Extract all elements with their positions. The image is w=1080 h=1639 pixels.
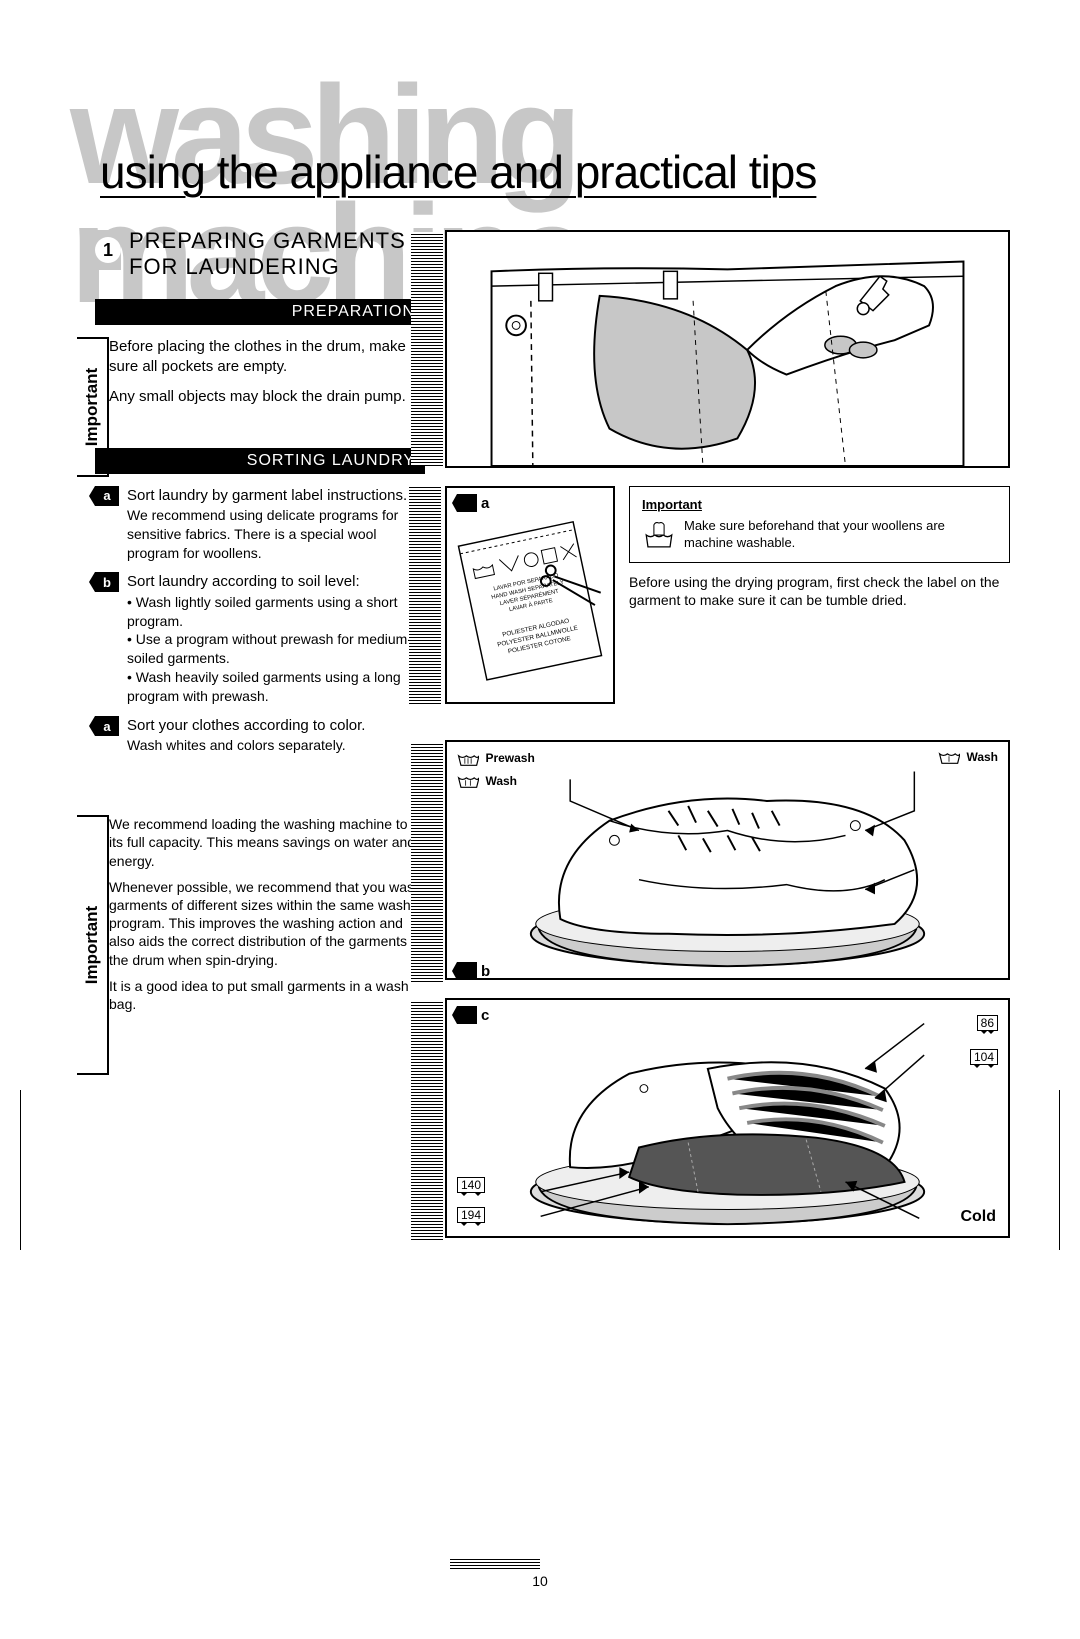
- fig-label-a: a: [481, 495, 489, 512]
- sort-sub: We recommend using delicate programs for…: [127, 506, 425, 563]
- fig-tag-c: [457, 1006, 477, 1024]
- illustration-basin-c: c 86 104 140 194 Cold: [445, 998, 1010, 1238]
- temp-140: 140: [457, 1177, 485, 1193]
- fig-label-b: b: [481, 963, 490, 980]
- manual-page: washing machine using the appliance and …: [0, 0, 1080, 1639]
- wash-label-1: Wash: [485, 774, 517, 788]
- sort-tag: b: [95, 572, 119, 592]
- cold-label: Cold: [960, 1208, 996, 1226]
- edge-mark-right: [1059, 1090, 1060, 1250]
- sort-lead: Sort laundry according to soil level:: [127, 572, 425, 592]
- sort-sub: • Wash lightly soiled garments using a s…: [127, 593, 425, 706]
- section-heading: PREPARING GARMENTS FOR LAUNDERING: [129, 228, 425, 281]
- sidepanel-header: Important: [642, 497, 997, 514]
- sort-lead: Sort laundry by garment label instructio…: [127, 486, 425, 506]
- sort-lead: Sort your clothes according to color.: [127, 716, 425, 736]
- wash-label-2: Wash: [966, 750, 998, 764]
- temp-104: 104: [970, 1049, 998, 1065]
- important2-p3: It is a good idea to put small garments …: [109, 977, 425, 1013]
- temp-86: 86: [977, 1015, 998, 1031]
- illustration-label: a: [445, 486, 615, 704]
- basin-c-svg: [447, 1000, 1008, 1236]
- important2-p2: Whenever possible, we recommend that you…: [109, 878, 425, 969]
- illustration-basin-b: Prewash Wash Wash: [445, 740, 1010, 980]
- content-area: 1 PREPARING GARMENTS FOR LAUNDERING PREP…: [95, 230, 1010, 1256]
- section-number: 1: [95, 237, 121, 263]
- sort-content: Sort laundry according to soil level:• W…: [127, 572, 425, 706]
- fig-tag-a: [457, 494, 477, 512]
- sidepanel-text: Make sure beforehand that your woollens …: [684, 518, 997, 552]
- hatch-strip-1: [411, 232, 443, 466]
- sort-item: b Sort laundry according to soil level:• …: [95, 572, 425, 706]
- important-label-2: Important: [82, 906, 102, 984]
- prep-text-1: Before placing the clothes in the drum, …: [109, 337, 425, 378]
- sort-tag: a: [95, 486, 119, 506]
- wash-icon-2: [938, 749, 960, 765]
- important-sidepanel: Important Make sure beforehand that your…: [629, 486, 1010, 563]
- prep-text-2: Any small objects may block the drain pu…: [109, 387, 425, 407]
- section-number-marker: 1: [95, 230, 121, 270]
- prewash-icon: [457, 751, 479, 767]
- wash-icon: [457, 773, 479, 789]
- fig-label-c: c: [481, 1007, 489, 1024]
- hatch-strip-3: [411, 742, 443, 982]
- sort-content: Sort laundry by garment label instructio…: [127, 486, 425, 563]
- important-sidebar-2: Important: [77, 815, 109, 1075]
- sidepanel-below: Before using the drying program, first c…: [629, 573, 1010, 609]
- hatch-strip-2: [409, 486, 441, 704]
- subheader-sorting: SORTING LAUNDRY: [95, 448, 425, 474]
- subheader-preparation: PREPARATION: [95, 299, 425, 325]
- important-sidebar-1: Important: [77, 337, 109, 477]
- sort-item: a Sort laundry by garment label instructi…: [95, 486, 425, 563]
- left-column: 1 PREPARING GARMENTS FOR LAUNDERING PREP…: [95, 230, 425, 1256]
- edge-mark-left: [20, 1090, 21, 1250]
- pocket-svg: [447, 232, 1008, 466]
- page-number: 10: [532, 1573, 548, 1589]
- sort-item: a Sort your clothes according to color.Wa…: [95, 716, 425, 755]
- sort-content: Sort your clothes according to color.Was…: [127, 716, 425, 755]
- pagenum-hatch: [450, 1559, 540, 1569]
- sort-sub: Wash whites and colors separately.: [127, 736, 425, 755]
- sort-list: a Sort laundry by garment label instructi…: [95, 486, 425, 756]
- prewash-label: Prewash: [485, 751, 534, 765]
- temp-194: 194: [457, 1207, 485, 1223]
- page-title: using the appliance and practical tips: [100, 145, 1010, 199]
- handwash-icon: [642, 518, 676, 552]
- sort-tag: a: [95, 716, 119, 736]
- hatch-strip-4: [411, 1000, 443, 1240]
- fig-tag-b: [457, 962, 477, 980]
- important-label: Important: [82, 368, 102, 446]
- right-column: a: [445, 230, 1010, 1256]
- illustration-pocket: [445, 230, 1010, 468]
- important2-p1: We recommend loading the washing machine…: [109, 815, 425, 870]
- label-svg: LAVAR POR SEPARADO HAND WASH SEPARATELY …: [447, 488, 613, 702]
